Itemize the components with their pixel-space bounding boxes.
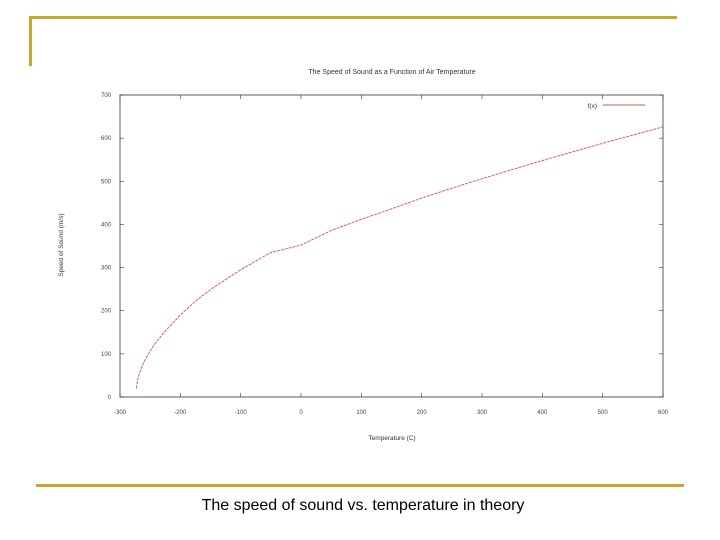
y-tick-label: 500 [101,179,112,185]
slide-caption: The speed of sound vs. temperature in th… [201,497,525,514]
y-tick-label: 0 [108,395,112,401]
x-tick-label: 600 [658,410,669,416]
bottom-accent-line [36,484,684,487]
y-axis-title: Speed of Sound (m/s) [58,213,65,276]
y-tick-label: 600 [101,136,112,142]
legend-label: f(x) [588,103,597,110]
x-tick-label: 400 [537,410,548,416]
x-tick-label: 200 [417,410,428,416]
x-tick-label: 500 [598,410,609,416]
y-tick-label: 200 [101,309,112,315]
y-tick-label: 300 [101,266,112,272]
left-accent-line [29,16,32,66]
y-tick-label: 700 [101,93,112,99]
x-tick-label: -200 [174,410,187,416]
x-tick-label: -100 [235,410,248,416]
series-line-fx [135,126,664,389]
x-tick-label: -300 [114,410,127,416]
y-tick-label: 400 [101,222,112,228]
chart-title: The Speed of Sound as a Function of Air … [308,69,475,76]
x-axis-title: Temperature (C) [368,435,415,442]
x-tick-label: 100 [356,410,367,416]
x-tick-label: 0 [299,410,303,416]
top-accent-line [29,16,677,19]
x-tick-label: 300 [477,410,488,416]
y-tick-label: 100 [101,352,112,358]
plot-frame [119,94,664,398]
